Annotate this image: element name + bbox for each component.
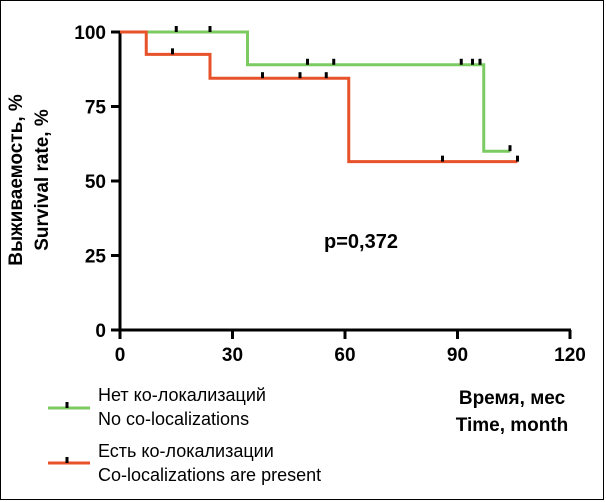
x-axis-label-ru: Время, мес	[459, 388, 566, 409]
x-tick-label: 120	[554, 345, 586, 366]
y-axis-label-en: Survival rate, %	[32, 109, 53, 251]
legend-label-colocalization-present-ru: Есть ко-локализации	[98, 441, 274, 461]
x-tick-label: 30	[222, 345, 243, 366]
legend-label-colocalization-present-en: Co-localizations are present	[98, 465, 321, 485]
y-tick-label: 25	[85, 247, 107, 268]
axes	[118, 31, 571, 332]
x-tick-label: 0	[115, 345, 126, 366]
y-axis-label: Выживаемость, % Survival rate, %	[6, 94, 53, 266]
y-tick-label: 75	[85, 98, 107, 119]
legend-item-colocalization-present: Есть ко-локализации Co-localizations are…	[48, 441, 321, 485]
survival-curve-line	[120, 30, 510, 153]
x-tick-label: 60	[334, 345, 355, 366]
survival-curve-line	[120, 30, 518, 164]
legend: Нет ко-локализаций No co-localizations Е…	[48, 385, 321, 485]
x-axis-label-en: Time, month	[456, 415, 569, 436]
series-0	[120, 26, 512, 153]
y-tick-label: 100	[74, 23, 106, 44]
ticks: 0 25 50 75 100 0 30 60 90 120	[74, 23, 586, 366]
series-layer	[120, 26, 519, 164]
legend-item-no-colocalization: Нет ко-локализаций No co-localizations	[48, 385, 266, 429]
legend-label-no-colocalization-en: No co-localizations	[98, 409, 249, 429]
y-axis-label-ru: Выживаемость, %	[6, 94, 27, 266]
legend-label-no-colocalization-ru: Нет ко-локализаций	[98, 385, 266, 405]
y-tick-label: 50	[85, 172, 106, 193]
series-1	[120, 30, 519, 164]
y-tick-label: 0	[95, 321, 106, 342]
p-value-annotation: p=0,372	[324, 231, 398, 253]
x-tick-label: 90	[447, 345, 468, 366]
